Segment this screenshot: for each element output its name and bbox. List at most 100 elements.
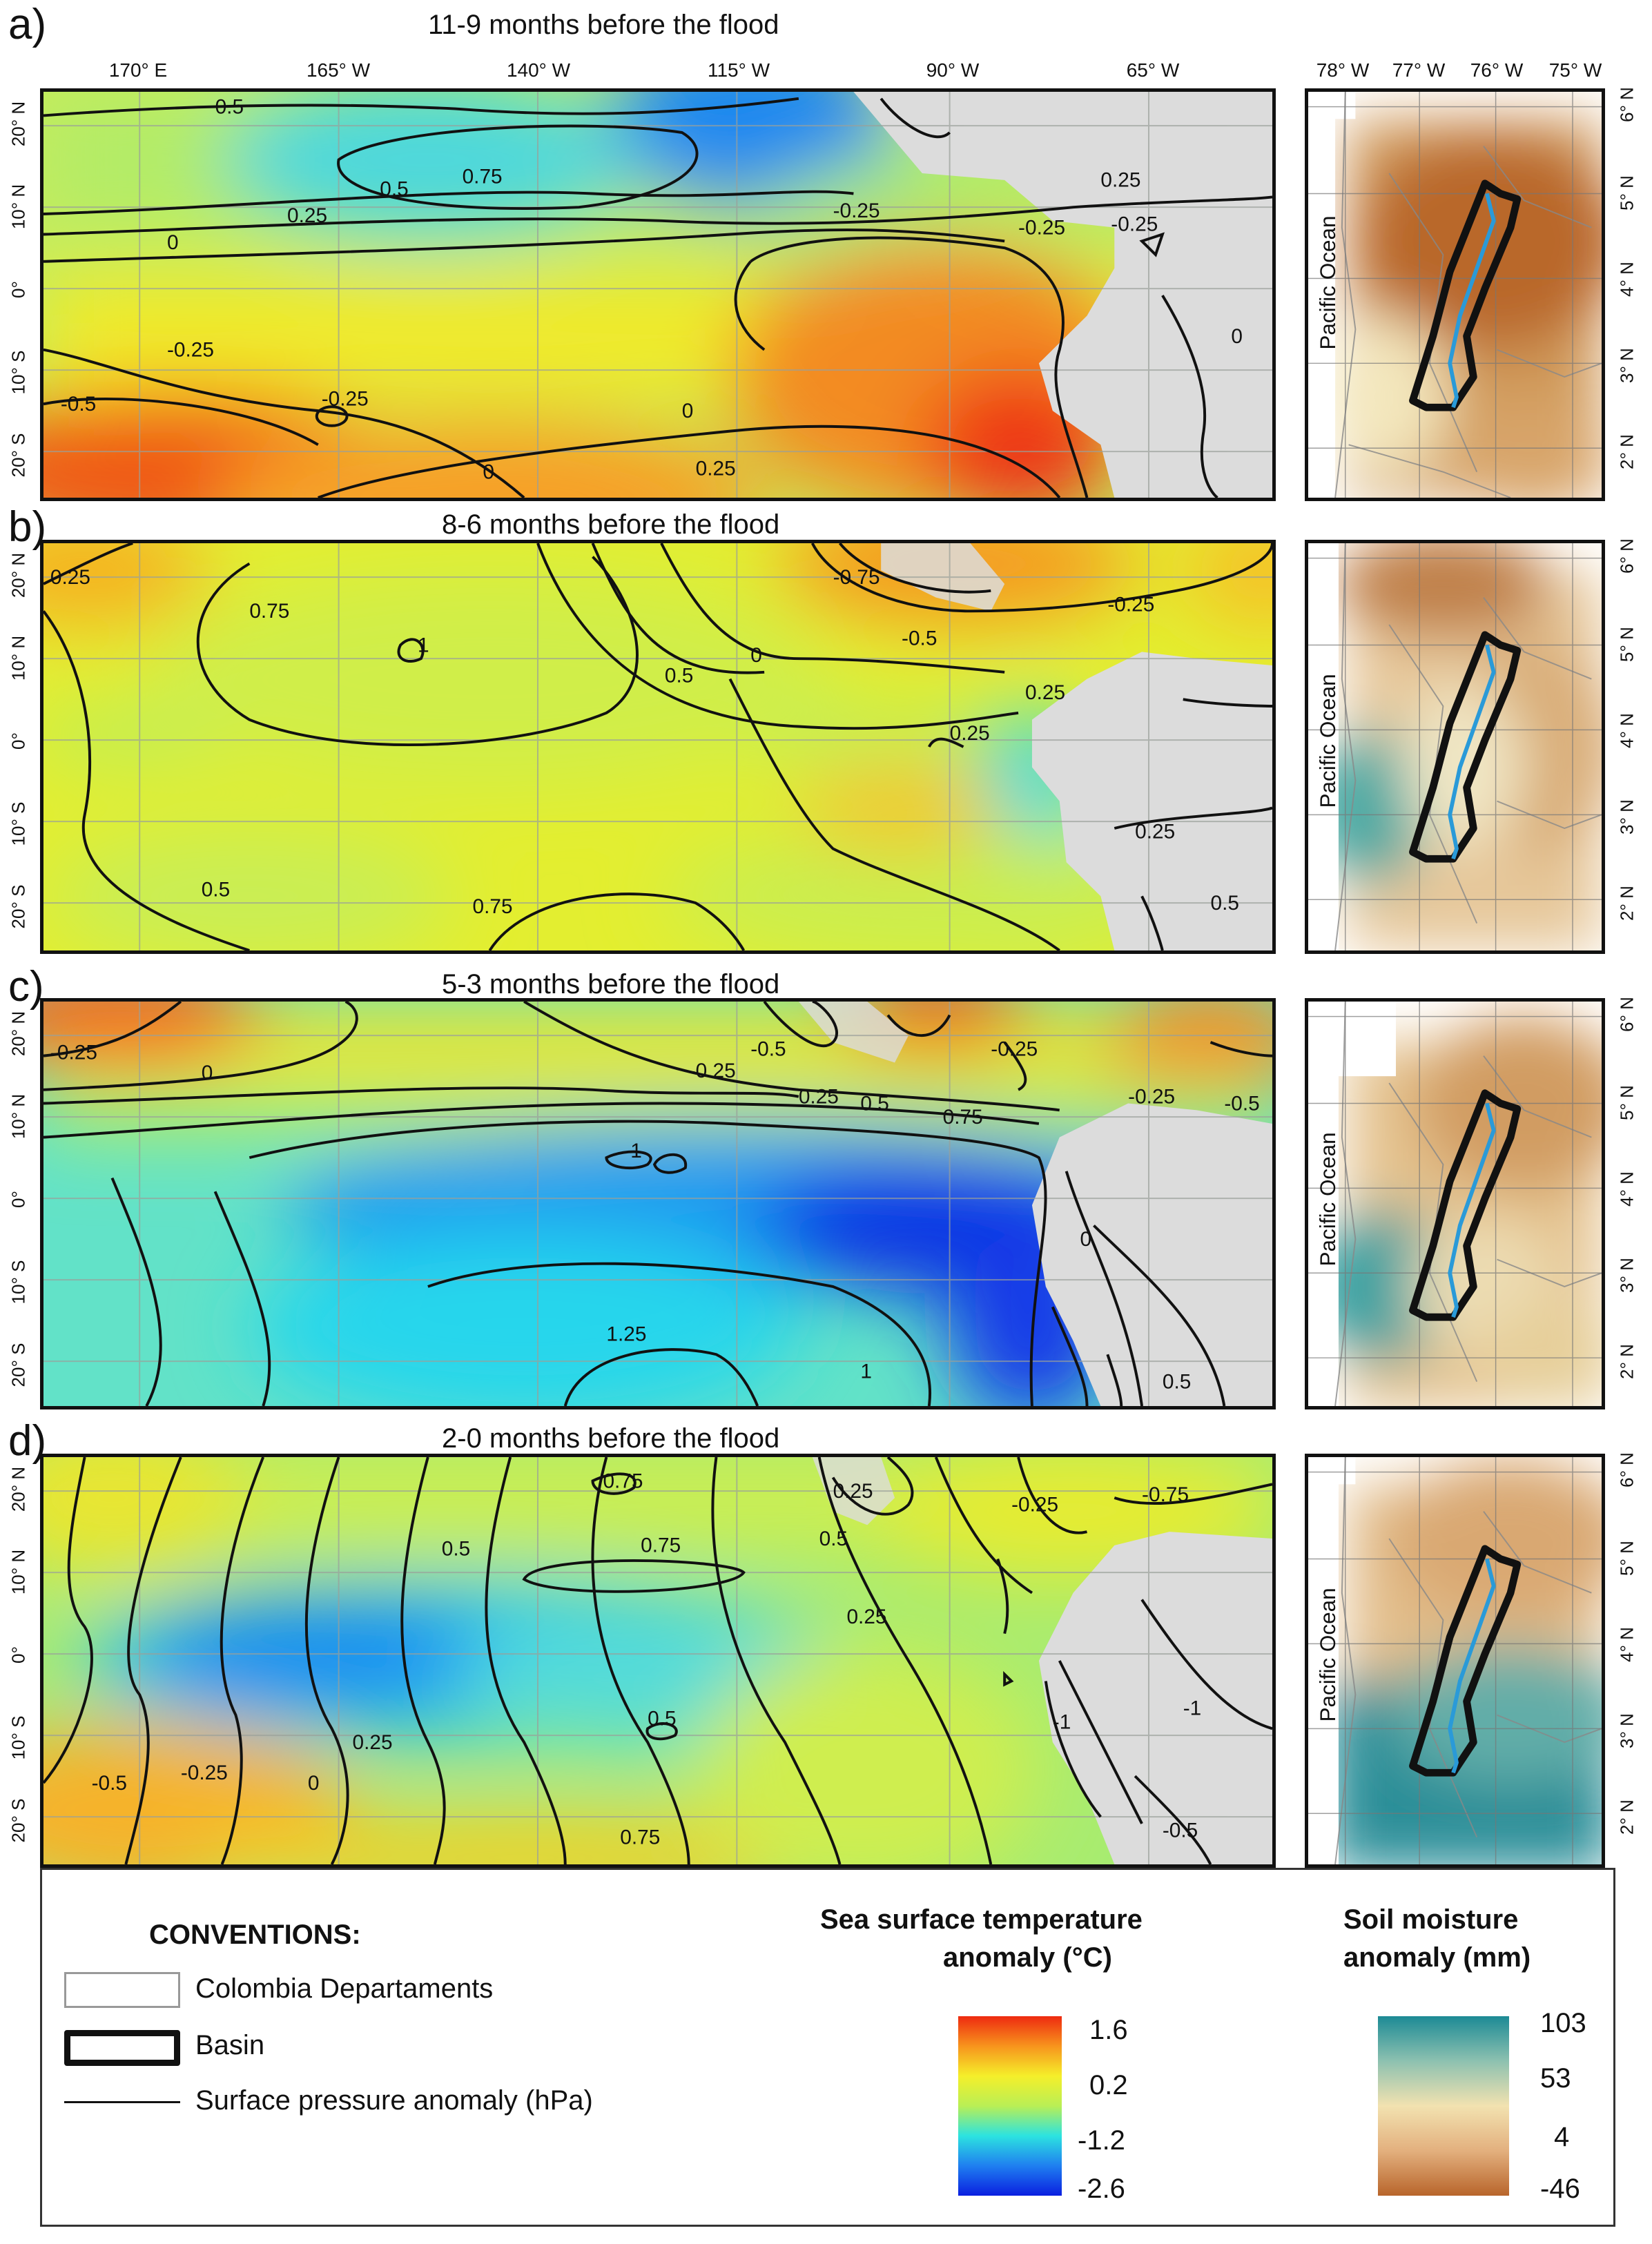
lat-tick: 0° [8,281,29,298]
contour-label: -0.5 [902,627,937,650]
contour-label: 0 [1231,325,1243,348]
sst-map-b: 0.25 0.75 1 0.5 0 -0.5 -0.25 0.25 0.25 0… [40,540,1276,954]
lat-tick: 10° N [8,1093,29,1140]
lat-tick: 20° S [8,884,29,929]
lat-tick: 20° N [8,1011,29,1057]
contour-label: -0.5 [1163,1819,1198,1842]
soil-tick: -46 [1540,2174,1580,2204]
inset-lat-tick: 6° N [1616,1452,1638,1487]
panel-title-d: 2-0 months before the flood [442,1423,780,1454]
contour-label: 1 [630,1140,642,1162]
soil-tick: 103 [1540,2008,1586,2038]
panel-title-c: 5-3 months before the flood [442,969,780,999]
contour-label: -0.25 [322,387,369,410]
contour-label: 0.75 [603,1470,643,1492]
contour-label: 0.5 [442,1538,470,1561]
contour-label: 0.25 [352,1731,392,1754]
soil-inset-c: Pacific Ocean [1305,998,1605,1409]
contour-label: 0 [308,1772,320,1795]
contour-label: 0.75 [943,1106,983,1129]
sst-colorbar [958,2016,1062,2196]
lat-tick: 10° S [8,801,29,846]
soil-inset-a: Pacific Ocean [1305,88,1605,501]
departments-swatch [64,1972,180,2008]
contour-label: -0.25 [1111,213,1158,236]
lon-tick: 90° W [926,59,980,81]
contour-label: -0.75 [833,566,880,589]
pacific-ocean-label: Pacific Ocean [1316,216,1340,350]
contour-label: 0 [167,231,179,254]
inset-lat-tick: 4° N [1616,1171,1638,1207]
lon-tick: 170° E [108,59,168,81]
pacific-ocean-label: Pacific Ocean [1316,1588,1340,1721]
inset-lon-tick: 77° W [1392,59,1446,81]
sst-legend-title-1: Sea surface temperature [820,1904,1143,1935]
inset-lat-tick: 4° N [1616,1627,1638,1662]
contour-label: 0.25 [696,458,736,480]
inset-lon-tick: 78° W [1316,59,1370,81]
contour-label: -0.25 [991,1038,1038,1061]
lat-tick: 10° S [8,1260,29,1305]
contour-label: -0.25 [181,1762,228,1784]
inset-lat-tick: 2° N [1616,434,1638,469]
contour-label: 1 [860,1360,872,1383]
lat-tick: 20° N [8,101,29,147]
contour-label: 0.25 [1135,821,1175,843]
contour-label: 0.25 [287,204,327,227]
lat-tick: 10° S [8,1715,29,1760]
inset-lat-tick: 2° N [1616,1344,1638,1379]
contour-label: 0.5 [202,878,230,901]
inset-lat-tick: 2° N [1616,1799,1638,1835]
basin-swatch [64,2030,180,2066]
panel-title-b: 8-6 months before the flood [442,509,780,540]
pacific-ocean-label: Pacific Ocean [1316,674,1340,808]
inset-lat-tick: 4° N [1616,713,1638,748]
contour-label: 0.75 [249,600,289,623]
contour-label: -0.25 [1011,1494,1058,1516]
contour-label: 0.5 [380,178,408,201]
lat-tick: 10° S [8,350,29,395]
inset-lat-tick: 2° N [1616,886,1638,921]
inset-lat-tick: 5° N [1616,175,1638,211]
panel-letter-a: a) [8,1,47,48]
contour-label: 0 [202,1062,213,1084]
contour-label: 0.5 [1211,892,1239,915]
contour-label: 0.5 [665,665,693,687]
contour-label: 0.25 [950,722,990,745]
contour-label: 0.25 [1100,169,1140,192]
lat-tick: 20° S [8,433,29,478]
inset-lat-tick: 6° N [1616,538,1638,574]
contour-label: 1.25 [606,1323,646,1346]
soil-tick: 4 [1554,2122,1570,2152]
contour-label: 0 [1080,1228,1092,1251]
contour-label: -0.25 [1018,217,1065,240]
panel-title-a: 11-9 months before the flood [428,10,779,40]
contour-label: 0 [750,644,762,667]
contour-label: -0.25 [167,339,214,362]
legend-departments-label: Colombia Departaments [195,1973,494,2004]
contour-label: 0.75 [473,895,513,918]
contour-label: 0.5 [215,96,244,119]
inset-lat-tick: 3° N [1616,1713,1638,1748]
lat-tick: 10° N [8,635,29,681]
inset-lat-tick: 4° N [1616,262,1638,297]
lat-tick: 0° [8,1191,29,1208]
contour-label: 0.25 [50,566,90,589]
sst-map-a: 0.5 0.75 0.5 0.25 0 -0.25 -0.25 -0.5 0 0… [40,88,1276,501]
legend-heading: CONVENTIONS: [149,1920,361,1950]
contour-label: 0 [483,461,494,484]
contour-label: 0.75 [620,1826,660,1849]
lat-tick: 0° [8,732,29,750]
lat-tick: 10° N [8,184,29,230]
contour-label: -0.5 [61,393,96,416]
lon-tick: 65° W [1126,59,1180,81]
sst-map-c: -0.25 0 -0.25 0.25 0.5 0.75 1 1.25 1 -0.… [40,998,1276,1409]
contour-label: -0.25 [1107,593,1154,616]
contour-label: -0.5 [750,1038,786,1061]
contour-label: -0.75 [1142,1483,1189,1506]
contour-label: 0.25 [833,1480,873,1503]
contour-label: 0.5 [819,1528,848,1550]
soil-inset-b: Pacific Ocean [1305,540,1605,954]
soil-legend-title-2: anomaly (mm) [1343,1942,1531,1973]
sst-tick: 0.2 [1089,2070,1128,2100]
